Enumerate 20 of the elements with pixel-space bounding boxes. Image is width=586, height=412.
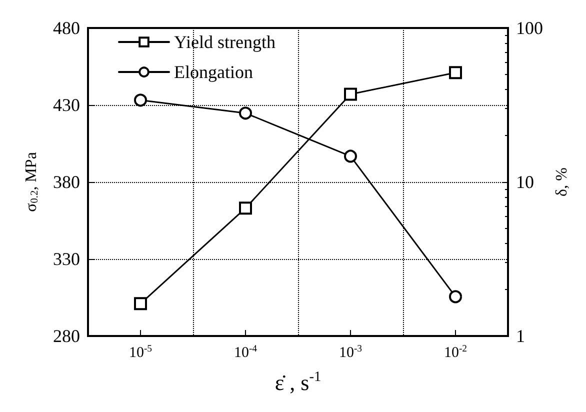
point xyxy=(449,66,462,80)
y-tick-label: 380 xyxy=(53,172,80,192)
point xyxy=(239,202,252,215)
point xyxy=(239,106,252,120)
point xyxy=(134,94,147,107)
point xyxy=(344,150,357,163)
y2-tick-label: 1 xyxy=(516,326,525,346)
point xyxy=(134,297,147,310)
point xyxy=(344,88,357,101)
y2-tick-label: 100 xyxy=(516,18,543,38)
y-tick-label: 430 xyxy=(53,95,80,115)
legend-label: Yield strength xyxy=(174,32,276,52)
y-tick-label: 280 xyxy=(53,326,80,346)
y2-axis-title: δ, % xyxy=(553,168,570,196)
y-axis-title: σ0.2, MPa xyxy=(22,152,40,212)
y-tick-label: 330 xyxy=(53,249,80,269)
y2-tick-label: 10 xyxy=(516,172,534,192)
point xyxy=(449,290,462,304)
y-tick-label: 480 xyxy=(53,18,80,38)
legend-label: Elongation xyxy=(174,62,253,82)
